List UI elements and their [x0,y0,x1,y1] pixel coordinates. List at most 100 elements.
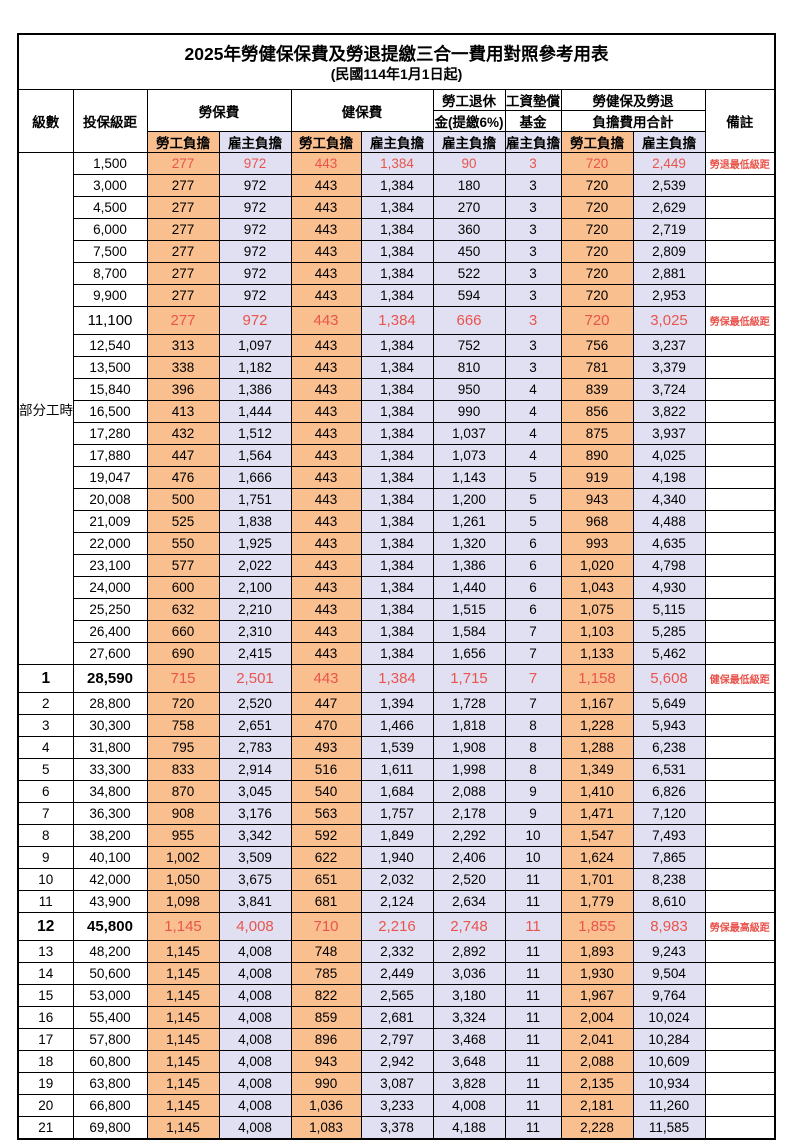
value-cell: 1,611 [360,758,434,781]
table-row: 16,500 413 1,444 443 1,384 990 4 856 3,822 [18,400,776,423]
value-cell: 3 [504,284,562,307]
note-cell [704,962,776,985]
col-header-total-line1: 勞健保及勞退 [560,89,706,111]
value-cell: 1,384 [360,356,434,379]
table-row: 19 63,800 1,145 4,008 990 3,087 3,828 11 2,135 10… [17,1072,776,1095]
value-cell: 660 [146,620,220,643]
value-cell: 720 [146,692,220,715]
note-cell: 勞保最高級距 [704,912,776,941]
table-row: 15 53,000 1,145 4,008 822 2,565 3,180 11 1,967 9,… [17,984,776,1007]
value-cell: 3,237 [632,334,706,357]
table-row: 27,600 690 2,415 443 1,384 1,656 7 1,133 5,462 [18,642,776,665]
value-cell: 990 [432,400,506,423]
table-row: 16 55,400 1,145 4,008 859 2,681 3,324 11 2,004 10… [17,1006,776,1029]
table-row: 11,100 277 972 443 1,384 666 3 720 3,025 勞保最低級距 [18,306,776,335]
value-cell: 3,176 [218,802,292,825]
value-cell: 720 [560,174,634,197]
note-cell [704,488,776,511]
value-cell: 11 [504,1072,562,1095]
value-cell: 1,849 [360,824,434,847]
value-cell: 972 [218,174,292,197]
value-cell: 7 [504,664,562,693]
value-cell: 90 [432,152,506,175]
value-cell: 443 [290,664,362,693]
salary-cell: 12,540 [72,334,148,357]
value-cell: 972 [218,152,292,175]
value-cell: 2,406 [432,846,506,869]
value-cell: 720 [560,262,634,285]
value-cell: 11 [504,1006,562,1029]
table-row: 5 33,300 833 2,914 516 1,611 1,998 8 1,349 6,531 [17,758,776,781]
salary-cell: 50,600 [72,962,148,985]
value-cell: 10 [504,846,562,869]
value-cell: 277 [146,284,220,307]
col-header-wage-fund-line2: 基金 [504,110,562,132]
value-cell: 7 [504,642,562,665]
value-cell: 2,135 [560,1072,634,1095]
value-cell: 3 [504,152,562,175]
value-cell: 1,145 [146,1028,220,1051]
level-cell: 12 [17,912,74,941]
value-cell: 5,462 [632,642,706,665]
col-header-salary-bracket: 投保級距 [72,89,148,153]
note-cell [704,642,776,665]
subheader-wage-fund-employer: 雇主負擔 [504,131,562,153]
salary-cell: 55,400 [72,1006,148,1029]
value-cell: 4,008 [218,984,292,1007]
value-cell: 4 [504,444,562,467]
salary-cell: 22,000 [72,532,148,555]
value-cell: 3,342 [218,824,292,847]
value-cell: 968 [560,510,634,533]
value-cell: 3,509 [218,846,292,869]
value-cell: 577 [146,554,220,577]
value-cell: 1,779 [560,890,634,913]
value-cell: 756 [560,334,634,357]
value-cell: 4,488 [632,510,706,533]
value-cell: 3,937 [632,422,706,445]
value-cell: 1,384 [360,334,434,357]
value-cell: 758 [146,714,220,737]
table-row: 6,000 277 972 443 1,384 360 3 720 2,719 [18,218,776,241]
level-cell: 2 [17,692,74,715]
value-cell: 1,050 [146,868,220,891]
value-cell: 1,624 [560,846,634,869]
value-cell: 9,243 [632,940,706,963]
note-cell [704,984,776,1007]
table-row: 8,700 277 972 443 1,384 522 3 720 2,881 [18,262,776,285]
value-cell: 1,145 [146,912,220,941]
value-cell: 1,838 [218,510,292,533]
value-cell: 2,032 [360,868,434,891]
value-cell: 11 [504,940,562,963]
value-cell: 1,261 [432,510,506,533]
value-cell: 443 [290,196,362,219]
subheader-labor-employee: 勞工負擔 [146,131,220,153]
value-cell: 10,284 [632,1028,706,1051]
table-row: 7,500 277 972 443 1,384 450 3 720 2,809 [18,240,776,263]
subheader-labor-employer: 雇主負擔 [218,131,292,153]
table-row: 部分工時 1,500 277 972 443 1,384 90 3 720 2,449 勞退最低級距 [17,152,776,665]
value-cell: 313 [146,334,220,357]
value-cell: 1,384 [360,642,434,665]
level-cell: 9 [17,846,74,869]
salary-cell: 6,000 [72,218,148,241]
value-cell: 1,182 [218,356,292,379]
value-cell: 795 [146,736,220,759]
value-cell: 890 [560,444,634,467]
value-cell: 4,008 [218,1006,292,1029]
salary-cell: 28,800 [72,692,148,715]
note-cell [704,802,776,825]
value-cell: 1,384 [360,240,434,263]
value-cell: 833 [146,758,220,781]
value-cell: 1,930 [560,962,634,985]
value-cell: 4,198 [632,466,706,489]
table-row: 23,100 577 2,022 443 1,384 1,386 6 1,020 4,798 [18,554,776,577]
note-cell [704,868,776,891]
value-cell: 443 [290,378,362,401]
value-cell: 10,934 [632,1072,706,1095]
value-cell: 2,953 [632,284,706,307]
value-cell: 7 [504,620,562,643]
table-row: 2 28,800 720 2,520 447 1,394 1,728 7 1,167 5,649 [17,692,776,715]
note-cell: 勞退最低級距 [704,152,776,175]
value-cell: 1,097 [218,334,292,357]
table-row: 17 57,800 1,145 4,008 896 2,797 3,468 11 2,041 10… [17,1028,776,1051]
